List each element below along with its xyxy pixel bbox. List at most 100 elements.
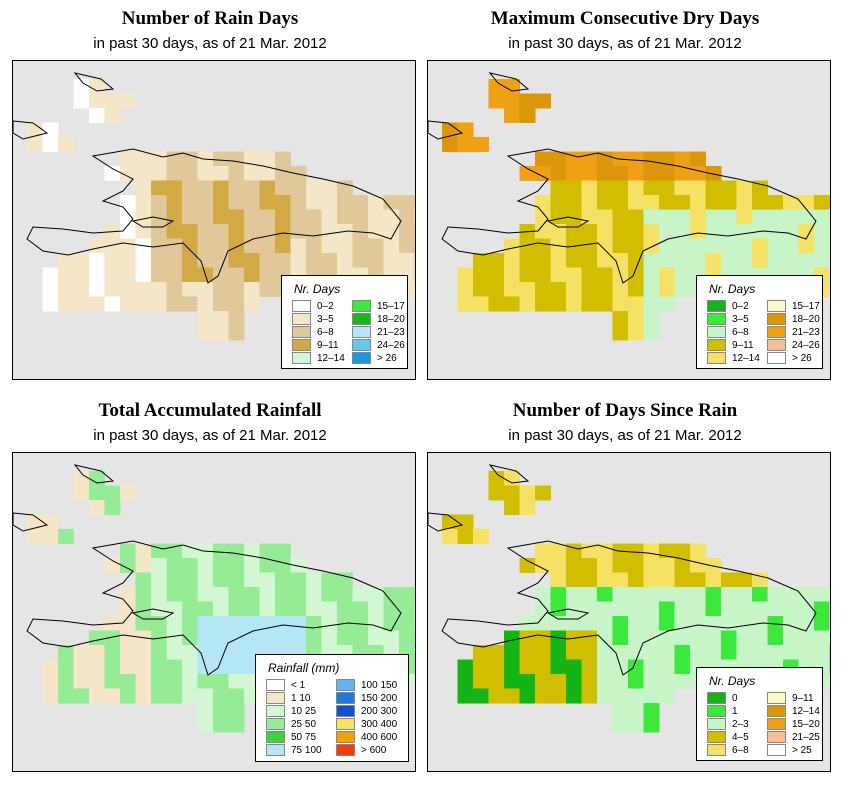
grid-cell: [535, 166, 551, 181]
grid-cell: [814, 253, 830, 268]
grid-cell: [628, 688, 644, 704]
grid-cell: [151, 645, 167, 660]
grid-cell: [42, 122, 59, 138]
grid-cell: [58, 137, 74, 152]
grid-cell: [736, 209, 753, 225]
grid-cell: [736, 630, 753, 646]
grid-cell: [244, 151, 260, 167]
grid-cell: [228, 717, 245, 733]
grid-cell: [581, 296, 598, 312]
legend-item: 200 300: [336, 705, 397, 717]
grid-cell: [259, 282, 276, 297]
grid-cell: [550, 296, 567, 312]
legend-swatch: [266, 744, 285, 756]
grid-cell: [566, 209, 582, 225]
grid-cell: [414, 645, 415, 660]
grid-cell: [275, 616, 291, 631]
grid-cell: [519, 253, 536, 268]
grid-cell: [628, 558, 644, 573]
grid-cell: [197, 166, 214, 181]
grid-cell: [399, 630, 415, 646]
grid-cell: [767, 195, 784, 210]
legend-item: > 25: [767, 744, 812, 756]
grid-cell: [135, 645, 152, 660]
grid-cell: [721, 253, 737, 268]
legend-label: 9–11: [317, 339, 339, 351]
grid-cell: [721, 238, 737, 254]
grid-cell: [473, 688, 489, 704]
grid-cell: [752, 587, 768, 602]
grid-cell: [399, 224, 415, 239]
legend-label: 10 25: [291, 705, 317, 717]
grid-cell: [228, 616, 245, 631]
legend-item: 75 100: [266, 744, 322, 756]
grid-cell: [120, 645, 136, 660]
grid-cell: [166, 645, 183, 660]
grid-cell: [550, 282, 567, 297]
panel-days-since: Number of Days Since Rain in past 30 day…: [415, 392, 835, 777]
legend-item: 21–23: [352, 326, 405, 338]
grid-cell: [690, 558, 706, 573]
legend-label: 21–23: [377, 326, 405, 338]
grid-cell: [89, 253, 105, 268]
grid-cell: [535, 485, 551, 501]
grid-cell: [414, 630, 415, 646]
grid-cell: [383, 195, 400, 210]
grid-cell: [659, 253, 675, 268]
legend-swatch: [767, 718, 786, 730]
grid-cell: [244, 267, 260, 283]
grid-cell: [752, 601, 768, 617]
legend-swatch: [707, 313, 726, 325]
legend-item: 21–23: [767, 326, 820, 338]
grid-cell: [321, 253, 338, 268]
legend-item: 18–20: [767, 313, 820, 325]
grid-cell: [674, 572, 691, 588]
grid-cell: [166, 209, 183, 225]
legend-label: 6–8: [317, 326, 334, 338]
grid-cell: [674, 180, 691, 196]
grid-cell: [519, 282, 536, 297]
grid-cell: [442, 514, 458, 530]
grid-cell: [182, 238, 198, 254]
grid-cell: [628, 238, 644, 254]
grid-cell: [259, 543, 276, 559]
grid-cell: [504, 674, 520, 689]
grid-cell: [457, 514, 474, 530]
coastline: [428, 464, 817, 676]
grid-cell: [736, 572, 753, 588]
grid-cell: [643, 325, 660, 341]
grid-cell: [767, 630, 784, 646]
panel-title: Total Accumulated Rainfall: [98, 400, 322, 421]
grid-cell: [151, 267, 167, 283]
grid-cell: [612, 195, 629, 210]
grid-cell: [612, 296, 629, 312]
grid-cell: [89, 630, 105, 646]
grid-cell: [89, 659, 105, 675]
grid-cell: [736, 253, 753, 268]
grid-cell: [597, 630, 613, 646]
legend-item: 6–8: [707, 326, 749, 338]
grid-cell: [42, 137, 59, 152]
grid-cell: [275, 166, 291, 181]
grid-cell: [550, 587, 567, 602]
grid-cell: [659, 180, 675, 196]
grid-cell: [58, 267, 74, 283]
grid-cell: [151, 674, 167, 689]
grid-cell: [488, 267, 505, 283]
grid-cell: [58, 296, 74, 312]
grid-cell: [228, 296, 245, 312]
grid-cell: [89, 267, 105, 283]
legend-label: 6–8: [732, 326, 749, 338]
grid-cell: [244, 166, 260, 181]
grid-cell: [597, 296, 613, 312]
grid-cell: [566, 296, 582, 312]
grid-cell: [166, 166, 183, 181]
grid-cell: [306, 630, 322, 646]
grid-cell: [457, 296, 474, 312]
panel-rain-days: Number of Rain Days in past 30 days, as …: [0, 0, 420, 385]
grid-cell: [399, 209, 415, 225]
grid-cell: [643, 151, 660, 167]
grid-cell: [659, 209, 675, 225]
